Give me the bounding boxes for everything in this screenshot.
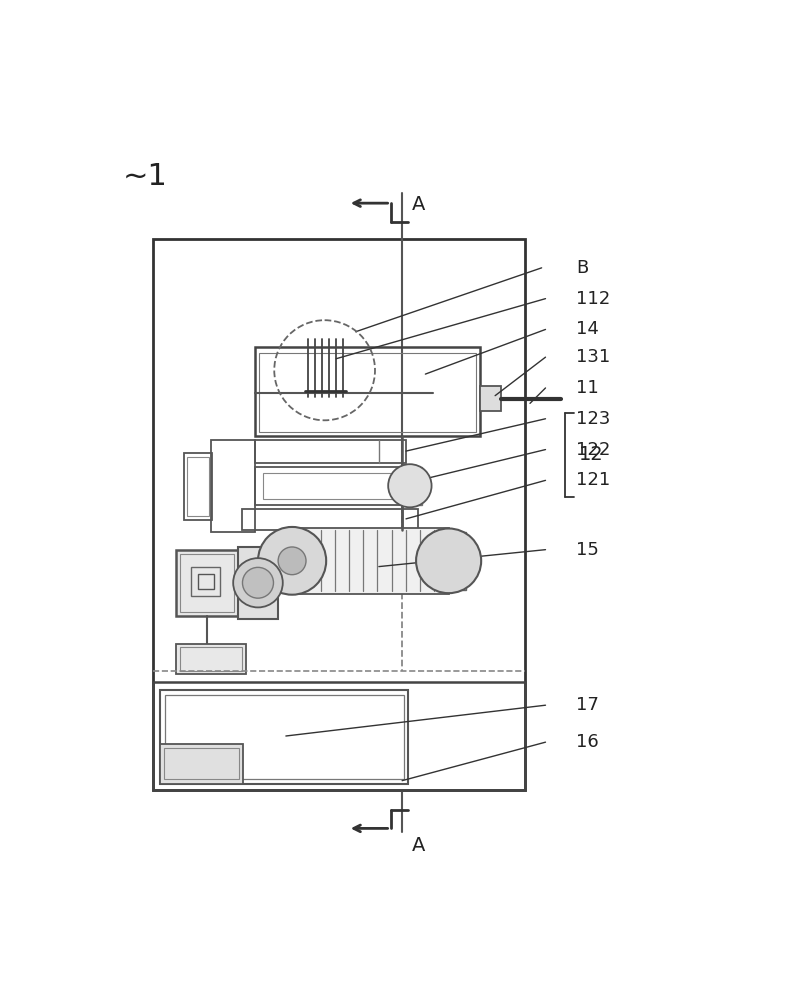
Text: 121: 121 (577, 471, 610, 489)
Bar (153, 682, 525, 790)
Bar (184, 453, 213, 520)
Bar (187, 457, 209, 516)
Bar (197, 574, 214, 589)
Bar (176, 550, 238, 616)
Text: 112: 112 (577, 290, 610, 308)
Bar (292, 528, 448, 594)
Text: A: A (411, 836, 425, 855)
Circle shape (278, 547, 306, 575)
Bar (191, 567, 220, 596)
Bar (255, 440, 406, 463)
Bar (479, 386, 501, 411)
Text: 11: 11 (577, 379, 599, 397)
Bar (180, 647, 242, 671)
Bar (211, 440, 255, 532)
Bar (448, 532, 467, 590)
Bar (165, 695, 403, 779)
Bar (153, 239, 525, 790)
Bar (259, 353, 475, 432)
Text: 123: 123 (577, 410, 611, 428)
Circle shape (416, 528, 481, 593)
Circle shape (242, 567, 273, 598)
Text: B: B (577, 259, 589, 277)
Circle shape (258, 527, 326, 595)
Circle shape (388, 464, 431, 507)
Bar (161, 744, 243, 784)
Bar (180, 554, 234, 612)
Text: ~1: ~1 (123, 162, 168, 191)
Text: 15: 15 (577, 541, 599, 559)
Bar (255, 347, 479, 436)
Bar (400, 466, 423, 505)
Text: A: A (411, 195, 425, 214)
Circle shape (233, 558, 283, 607)
Bar (255, 466, 406, 505)
Bar (238, 547, 278, 619)
Bar (263, 473, 398, 499)
Text: 14: 14 (577, 320, 599, 338)
Text: 12: 12 (578, 445, 603, 464)
Bar (242, 509, 418, 530)
Bar (165, 748, 240, 779)
Bar (291, 544, 308, 578)
Text: 17: 17 (577, 696, 599, 714)
Text: 16: 16 (577, 733, 599, 751)
Text: 122: 122 (577, 441, 611, 459)
Bar (176, 644, 245, 674)
Bar (161, 690, 408, 784)
Text: 131: 131 (577, 348, 610, 366)
